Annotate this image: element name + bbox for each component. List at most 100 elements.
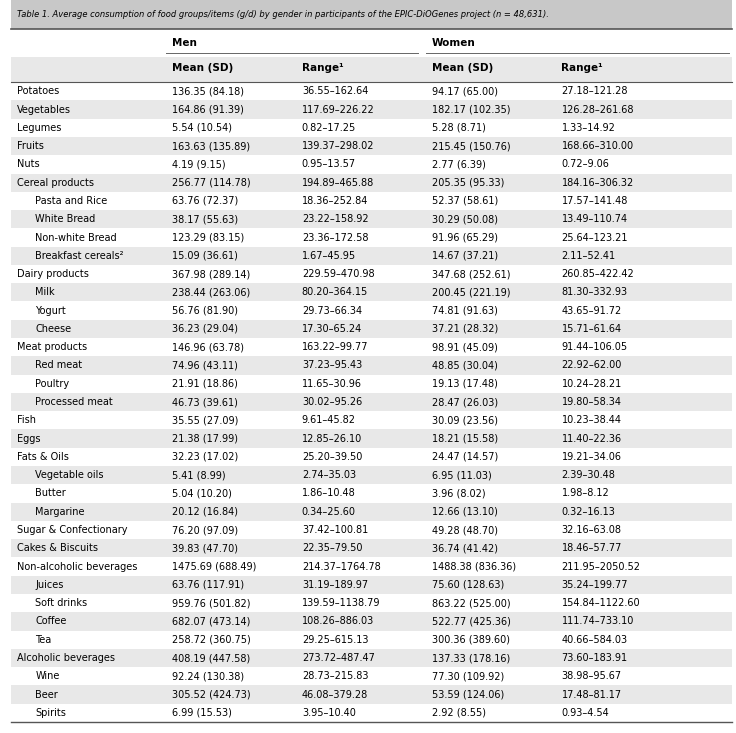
Text: 1475.69 (688.49): 1475.69 (688.49) bbox=[172, 561, 256, 572]
Text: 0.93–4.54: 0.93–4.54 bbox=[562, 708, 609, 718]
Text: 31.19–189.97: 31.19–189.97 bbox=[302, 580, 368, 590]
Text: 154.84–1122.60: 154.84–1122.60 bbox=[562, 598, 640, 608]
Text: 94.17 (65.00): 94.17 (65.00) bbox=[431, 86, 498, 96]
Text: Beer: Beer bbox=[35, 690, 58, 699]
Text: 0.32–16.13: 0.32–16.13 bbox=[562, 507, 615, 517]
Text: 35.24–199.77: 35.24–199.77 bbox=[562, 580, 628, 590]
Text: 108.26–886.03: 108.26–886.03 bbox=[302, 616, 374, 627]
Bar bbox=[11, 630, 732, 649]
Text: 98.91 (45.09): 98.91 (45.09) bbox=[431, 342, 498, 352]
Text: 305.52 (424.73): 305.52 (424.73) bbox=[172, 690, 251, 699]
Text: 214.37–1764.78: 214.37–1764.78 bbox=[302, 561, 381, 572]
Text: 0.82–17.25: 0.82–17.25 bbox=[302, 123, 356, 133]
Text: 24.47 (14.57): 24.47 (14.57) bbox=[431, 452, 498, 462]
Text: Fruits: Fruits bbox=[17, 141, 44, 151]
Bar bbox=[11, 210, 732, 229]
Text: 15.71–61.64: 15.71–61.64 bbox=[562, 324, 622, 334]
Text: 37.42–100.81: 37.42–100.81 bbox=[302, 525, 368, 535]
Text: 39.83 (47.70): 39.83 (47.70) bbox=[172, 543, 238, 553]
Text: 43.65–91.72: 43.65–91.72 bbox=[562, 306, 622, 316]
Bar bbox=[11, 466, 732, 485]
Text: Pasta and Rice: Pasta and Rice bbox=[35, 196, 107, 206]
Text: 37.21 (28.32): 37.21 (28.32) bbox=[431, 324, 498, 334]
Bar bbox=[11, 375, 732, 393]
Text: 63.76 (117.91): 63.76 (117.91) bbox=[172, 580, 244, 590]
Bar bbox=[11, 612, 732, 630]
Text: 2.39–30.48: 2.39–30.48 bbox=[562, 470, 615, 480]
Bar bbox=[11, 100, 732, 119]
Text: 211.95–2050.52: 211.95–2050.52 bbox=[562, 561, 640, 572]
Text: 36.74 (41.42): 36.74 (41.42) bbox=[431, 543, 498, 553]
Text: 168.66–310.00: 168.66–310.00 bbox=[562, 141, 634, 151]
Text: 49.28 (48.70): 49.28 (48.70) bbox=[431, 525, 498, 535]
Text: Processed meat: Processed meat bbox=[35, 397, 113, 407]
Bar bbox=[11, 57, 732, 82]
Bar bbox=[11, 667, 732, 685]
Text: Butter: Butter bbox=[35, 488, 66, 498]
Text: 146.96 (63.78): 146.96 (63.78) bbox=[172, 342, 244, 352]
Text: 0.72–9.06: 0.72–9.06 bbox=[562, 159, 609, 169]
Bar bbox=[11, 649, 732, 667]
Bar bbox=[11, 32, 732, 57]
Bar bbox=[11, 521, 732, 539]
Text: 205.35 (95.33): 205.35 (95.33) bbox=[431, 177, 504, 188]
Text: 19.21–34.06: 19.21–34.06 bbox=[562, 452, 621, 462]
Text: 163.22–99.77: 163.22–99.77 bbox=[302, 342, 368, 352]
Text: 347.68 (252.61): 347.68 (252.61) bbox=[431, 269, 510, 279]
Bar bbox=[11, 283, 732, 301]
Text: 273.72–487.47: 273.72–487.47 bbox=[302, 653, 375, 663]
Text: Soft drinks: Soft drinks bbox=[35, 598, 88, 608]
Text: 2.92 (8.55): 2.92 (8.55) bbox=[431, 708, 486, 718]
Text: 194.89–465.88: 194.89–465.88 bbox=[302, 177, 374, 188]
Text: 13.49–110.74: 13.49–110.74 bbox=[562, 214, 628, 224]
Text: Mean (SD): Mean (SD) bbox=[431, 64, 493, 73]
Text: Meat products: Meat products bbox=[17, 342, 87, 352]
Text: Women: Women bbox=[431, 38, 475, 48]
Bar bbox=[11, 685, 732, 704]
Text: 3.95–10.40: 3.95–10.40 bbox=[302, 708, 355, 718]
Text: Mean (SD): Mean (SD) bbox=[172, 64, 233, 73]
Text: Potatoes: Potatoes bbox=[17, 86, 59, 96]
Text: 10.23–38.44: 10.23–38.44 bbox=[562, 416, 621, 425]
Text: 682.07 (473.14): 682.07 (473.14) bbox=[172, 616, 250, 627]
Text: 9.61–45.82: 9.61–45.82 bbox=[302, 416, 355, 425]
Text: 92.24 (130.38): 92.24 (130.38) bbox=[172, 671, 244, 681]
Text: 18.36–252.84: 18.36–252.84 bbox=[302, 196, 368, 206]
Text: 40.66–584.03: 40.66–584.03 bbox=[562, 635, 628, 645]
Text: 3.96 (8.02): 3.96 (8.02) bbox=[431, 488, 485, 498]
Text: Wine: Wine bbox=[35, 671, 60, 681]
Text: 5.04 (10.20): 5.04 (10.20) bbox=[172, 488, 232, 498]
Bar bbox=[11, 539, 732, 558]
Text: 23.36–172.58: 23.36–172.58 bbox=[302, 232, 368, 243]
Text: 15.09 (36.61): 15.09 (36.61) bbox=[172, 251, 238, 261]
Text: 215.45 (150.76): 215.45 (150.76) bbox=[431, 141, 510, 151]
Text: 11.65–30.96: 11.65–30.96 bbox=[302, 379, 362, 388]
Text: 126.28–261.68: 126.28–261.68 bbox=[562, 105, 634, 114]
Text: 36.55–162.64: 36.55–162.64 bbox=[302, 86, 368, 96]
Text: 22.92–62.00: 22.92–62.00 bbox=[562, 361, 622, 370]
Text: 22.35–79.50: 22.35–79.50 bbox=[302, 543, 362, 553]
Bar bbox=[11, 137, 732, 155]
Bar bbox=[11, 430, 732, 448]
Text: Poultry: Poultry bbox=[35, 379, 69, 388]
Text: 25.64–123.21: 25.64–123.21 bbox=[562, 232, 628, 243]
Text: 76.20 (97.09): 76.20 (97.09) bbox=[172, 525, 238, 535]
Text: 111.74–733.10: 111.74–733.10 bbox=[562, 616, 634, 627]
Bar bbox=[11, 448, 732, 466]
Text: 17.30–65.24: 17.30–65.24 bbox=[302, 324, 362, 334]
Text: 18.21 (15.58): 18.21 (15.58) bbox=[431, 434, 498, 443]
Text: Red meat: Red meat bbox=[35, 361, 82, 370]
Text: 256.77 (114.78): 256.77 (114.78) bbox=[172, 177, 251, 188]
Text: 164.86 (91.39): 164.86 (91.39) bbox=[172, 105, 244, 114]
Text: 30.29 (50.08): 30.29 (50.08) bbox=[431, 214, 498, 224]
Text: 28.73–215.83: 28.73–215.83 bbox=[302, 671, 368, 681]
Text: 5.41 (8.99): 5.41 (8.99) bbox=[172, 470, 226, 480]
Text: Men: Men bbox=[172, 38, 197, 48]
Bar bbox=[11, 174, 732, 192]
Text: 182.17 (102.35): 182.17 (102.35) bbox=[431, 105, 510, 114]
Text: Cheese: Cheese bbox=[35, 324, 71, 334]
Text: 10.24–28.21: 10.24–28.21 bbox=[562, 379, 622, 388]
Text: White Bread: White Bread bbox=[35, 214, 96, 224]
Text: 0.34–25.60: 0.34–25.60 bbox=[302, 507, 355, 517]
Text: 123.29 (83.15): 123.29 (83.15) bbox=[172, 232, 244, 243]
